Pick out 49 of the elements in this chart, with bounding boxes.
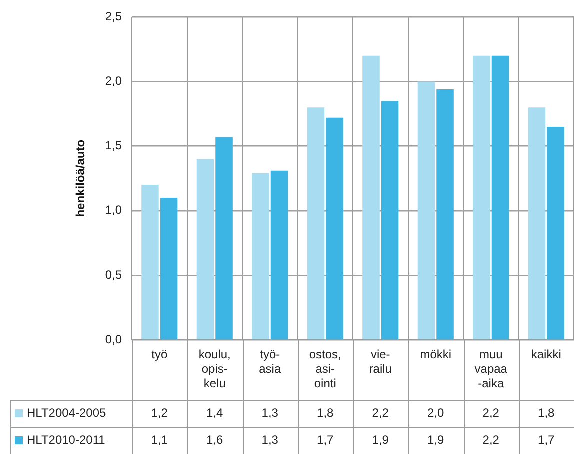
bar <box>547 126 564 340</box>
bar <box>196 159 214 340</box>
bar <box>381 101 399 340</box>
x-tick-label: muu vapaa -aika <box>474 348 508 390</box>
data-label: 2,2 <box>482 432 500 447</box>
y-tick-label: 0,0 <box>105 332 122 346</box>
bar <box>436 90 454 340</box>
data-label: 2,2 <box>482 406 500 420</box>
data-label: 1,9 <box>372 432 390 447</box>
bar <box>270 170 288 340</box>
data-label: 1,2 <box>151 406 168 420</box>
x-tick-label: työ- asia <box>259 348 282 376</box>
data-label: 1,3 <box>262 432 279 447</box>
legend-label: HLT2010-2011 <box>27 432 106 447</box>
x-tick-label: vie- railu <box>369 348 392 376</box>
data-label: 2,0 <box>428 406 445 420</box>
bar <box>142 185 159 340</box>
data-label: 1,9 <box>428 432 445 447</box>
bar <box>216 137 233 340</box>
x-tick-label: työ <box>152 348 168 362</box>
data-label: 1,1 <box>151 432 168 447</box>
x-tick-label: kaikki <box>531 348 562 362</box>
bar <box>326 118 344 340</box>
x-tick-label: mökki <box>420 348 452 362</box>
bar <box>307 108 325 340</box>
bar <box>160 198 178 340</box>
data-label: 1,7 <box>317 432 334 447</box>
y-axis-title: henkilöä/auto <box>74 140 88 218</box>
y-tick-label: 1,0 <box>105 203 122 218</box>
bar <box>492 56 510 340</box>
y-tick-label: 1,5 <box>105 138 122 153</box>
data-label: 1,7 <box>538 432 556 447</box>
x-tick-label: ostos, asi- ointi <box>309 348 342 390</box>
data-label: 1,4 <box>206 406 224 420</box>
data-label: 1,8 <box>538 406 556 420</box>
legend-label: HLT2004-2005 <box>27 406 106 420</box>
bar <box>252 173 270 340</box>
data-label: 1,6 <box>206 432 224 447</box>
y-tick-label: 0,5 <box>105 268 122 282</box>
bar <box>362 56 380 340</box>
bar <box>528 108 546 340</box>
data-label: 1,8 <box>317 406 334 420</box>
bar <box>473 56 490 340</box>
bar <box>418 82 436 340</box>
x-tick-label: koulu, opis- kelu <box>198 348 231 390</box>
y-tick-label: 2,0 <box>105 74 122 88</box>
y-tick-label: 2,5 <box>105 10 122 24</box>
data-label: 2,2 <box>372 406 390 420</box>
data-label: 1,3 <box>262 406 279 420</box>
